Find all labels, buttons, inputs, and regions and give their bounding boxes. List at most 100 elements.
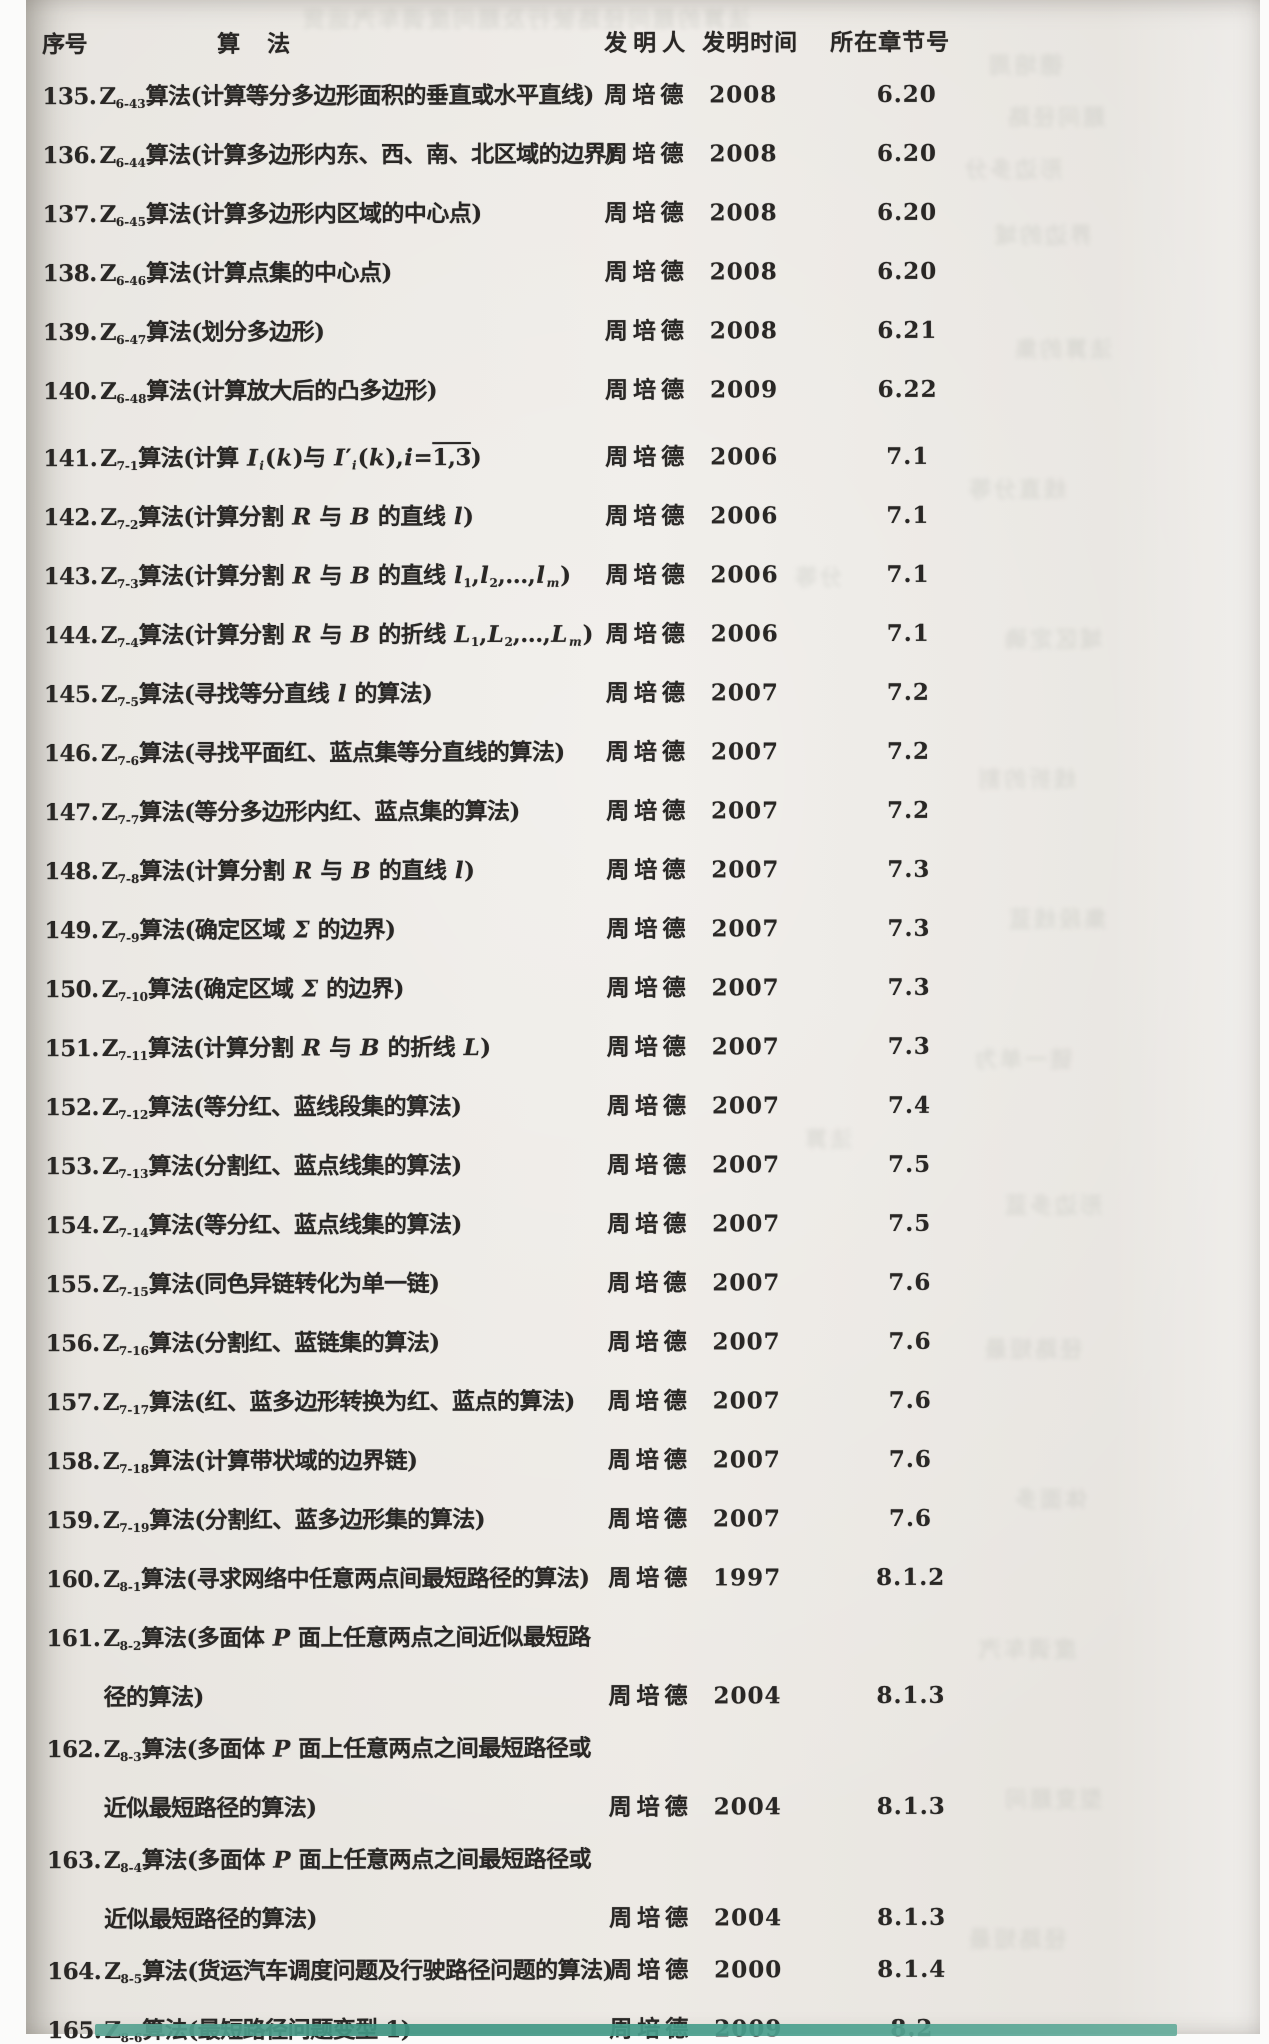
algorithm-name: Z7-4算法(计算分割 R 与 B 的折线 L1,L2,…,L m) xyxy=(100,620,594,650)
inventor-name: 周培德 xyxy=(607,1210,692,1238)
invention-year: 2007 xyxy=(712,1387,781,1415)
algorithm-name: Z6-47算法(划分多边形) xyxy=(99,318,325,347)
inventor-name: 周培德 xyxy=(605,561,690,589)
table-row: 145. Z7-5算法(寻找等分直线 l 的算法) 周培德 2007 7.2 xyxy=(41,667,946,728)
chapter-number: 6.20 xyxy=(876,80,937,108)
inventor-name: 周培德 xyxy=(607,1505,693,1533)
table-row: 159. Z7-19算法(分割红、蓝多边形集的算法) 周培德 2007 7.6 xyxy=(43,1493,948,1554)
row-number: 152. xyxy=(44,1094,100,1122)
inventor-name: 周培德 xyxy=(606,974,691,1002)
inventor-name: 周培德 xyxy=(604,140,689,168)
chapter-number: 6.22 xyxy=(877,375,938,403)
row-number: 154. xyxy=(45,1212,100,1240)
row-number: 161. xyxy=(46,1625,101,1653)
inventor-name: 周培德 xyxy=(604,81,689,109)
row-number: 142. xyxy=(43,504,98,532)
invention-year: 2008 xyxy=(709,199,778,227)
chapter-number: 7.3 xyxy=(887,914,931,942)
inventor-name: 周培德 xyxy=(609,1904,694,1932)
inventor-name: 周培德 xyxy=(606,797,691,825)
row-number: 138. xyxy=(42,260,97,288)
row-number: 164. xyxy=(47,1958,102,1986)
algorithm-name: Z7-15算法(同色异链转化为单一链) xyxy=(102,1270,440,1299)
algorithm-name: Z8-5算法(货运汽车调度问题及行驶路径问题的算法) xyxy=(104,1956,613,1986)
row-number: 150. xyxy=(44,976,99,1004)
algorithm-name: Z7-18算法(计算带状域的边界链) xyxy=(102,1447,418,1476)
inventor-name: 周培德 xyxy=(607,1328,692,1356)
algorithm-table-rows: 135. Z6-43算法(计算等分多边形面积的垂直或水平直线) 周培德 2008 6.2… xyxy=(39,69,950,2044)
algorithm-name: Z7-17算法(红、蓝多边形转换为红、蓝点的算法) xyxy=(102,1387,575,1417)
table-row: 139. Z6-47算法(划分多边形) 周培德 2008 6.21 xyxy=(40,305,945,366)
inventor-name: 周培德 xyxy=(607,1269,692,1297)
algorithm-name: Z7-10算法(确定区域 Σ 的边界) xyxy=(101,975,405,1004)
invention-year: 2008 xyxy=(709,81,778,109)
inventor-name: 周培德 xyxy=(604,199,689,227)
invention-year: 2007 xyxy=(711,1092,780,1120)
header-algorithm: 算 法 xyxy=(217,30,293,58)
algorithm-name: Z8-4算法(多面体 P 面上任意两点之间最短路径或 近似最短路径的算法) xyxy=(103,1845,592,1934)
table-row: 163. Z8-4算法(多面体 P 面上任意两点之间最短路径或 近似最短路径的算法)… xyxy=(44,1833,949,1946)
algorithm-name: Z7-2算法(计算分割 R 与 B 的直线 l) xyxy=(100,503,474,532)
table-row: 143. Z7-3算法(计算分割 R 与 B 的直线 l1,l2,…,l m) 周培德… xyxy=(40,549,945,610)
table-row: 140. Z6-48算法(计算放大后的凸多边形) 周培德 2009 6.22 xyxy=(40,364,945,425)
chapter-number: 7.2 xyxy=(886,678,930,706)
algorithm-name: Z7-8算法(计算分割 R 与 B 的直线 l) xyxy=(101,857,475,886)
inventor-name: 周培德 xyxy=(605,443,690,471)
invention-year: 2007 xyxy=(712,1269,781,1297)
algorithm-name: Z8-1算法(寻求网络中任意两点间最短路径的算法) xyxy=(103,1564,590,1594)
row-number: 145. xyxy=(43,681,98,709)
invention-year: 2004 xyxy=(713,1682,782,1710)
invention-year: 2008 xyxy=(709,258,778,286)
table-row: 158. Z7-18算法(计算带状域的边界链) 周培德 2007 7.6 xyxy=(43,1434,948,1495)
row-number: 146. xyxy=(43,740,99,768)
invention-year: 2007 xyxy=(711,856,780,884)
row-number: 153. xyxy=(45,1153,100,1181)
inventor-name: 周培德 xyxy=(605,620,690,648)
inventor-name: 周培德 xyxy=(605,738,691,766)
chapter-number: 7.1 xyxy=(886,619,930,647)
algorithm-name: Z7-19算法(分割红、蓝多边形集的算法) xyxy=(102,1506,486,1535)
invention-year: 2007 xyxy=(710,679,779,707)
row-number: 151. xyxy=(44,1035,99,1063)
row-number: 149. xyxy=(44,917,99,945)
chapter-number: 7.1 xyxy=(886,442,930,470)
algorithm-name: Z6-45算法(计算多边形内区域的中心点) xyxy=(99,200,482,229)
table-header-row: 序号 算 法 发明人 发明时间 所在章节号 xyxy=(39,17,951,71)
inventor-name: 周培德 xyxy=(606,856,691,884)
chapter-number: 7.6 xyxy=(888,1327,932,1355)
table-row: 146. Z7-6算法(寻找平面红、蓝点集等分直线的算法) 周培德 2007 7.2 xyxy=(41,726,946,787)
chapter-number: 8.1.4 xyxy=(877,1955,947,1984)
chapter-number: 6.20 xyxy=(877,198,938,226)
chapter-number: 7.1 xyxy=(886,501,930,529)
row-number: 162. xyxy=(46,1736,101,1764)
algorithm-name: Z7-6算法(寻找平面红、蓝点集等分直线的算法) xyxy=(100,738,565,768)
chapter-number: 7.6 xyxy=(888,1268,932,1296)
inventor-name: 周培德 xyxy=(608,1793,693,1821)
invention-year: 2006 xyxy=(710,561,779,589)
table-row: 164. Z8-5算法(货运汽车调度问题及行驶路径问题的算法) 周培德 2000 8.1… xyxy=(44,1944,949,2005)
header-chapter: 所在章节号 xyxy=(830,28,951,57)
invention-year: 2004 xyxy=(713,1793,782,1821)
row-number: 136. xyxy=(42,142,97,170)
table-row: 155. Z7-15算法(同色异链转化为单一链) 周培德 2007 7.6 xyxy=(42,1257,947,1318)
table-row: 151. Z7-11算法(计算分割 R 与 B 的折线 L) 周培德 2007 7.3 xyxy=(42,1021,947,1082)
row-number: 163. xyxy=(46,1847,101,1875)
chapter-number: 8.1.2 xyxy=(876,1563,946,1592)
row-number: 156. xyxy=(45,1330,100,1358)
chapter-number: 8.1.3 xyxy=(877,1903,947,1932)
header-inventor: 发明人 xyxy=(604,29,692,57)
algorithm-name: Z7-5算法(寻找等分直线 l 的算法) xyxy=(100,680,433,709)
invention-year: 2007 xyxy=(712,1151,781,1179)
chapter-number: 8.1.3 xyxy=(876,1792,946,1821)
row-number: 157. xyxy=(45,1389,100,1417)
algorithm-name: Z8-2算法(多面体 P 面上任意两点之间近似最短路 径的算法) xyxy=(103,1623,591,1712)
table-row: 160. Z8-1算法(寻求网络中任意两点间最短路径的算法) 周培德 1997 8.1.… xyxy=(43,1552,948,1613)
inventor-name: 周培德 xyxy=(609,1956,694,1984)
row-number: 143. xyxy=(43,563,98,591)
header-invention-time: 发明时间 xyxy=(702,29,799,57)
invention-year: 1997 xyxy=(713,1564,782,1592)
invention-year: 2007 xyxy=(711,915,780,943)
invention-year: 2004 xyxy=(714,1904,783,1932)
inventor-name: 周培德 xyxy=(607,1387,692,1415)
algorithm-name: Z6-44算法(计算多边形内东、西、南、北区域的边界) xyxy=(99,140,617,170)
